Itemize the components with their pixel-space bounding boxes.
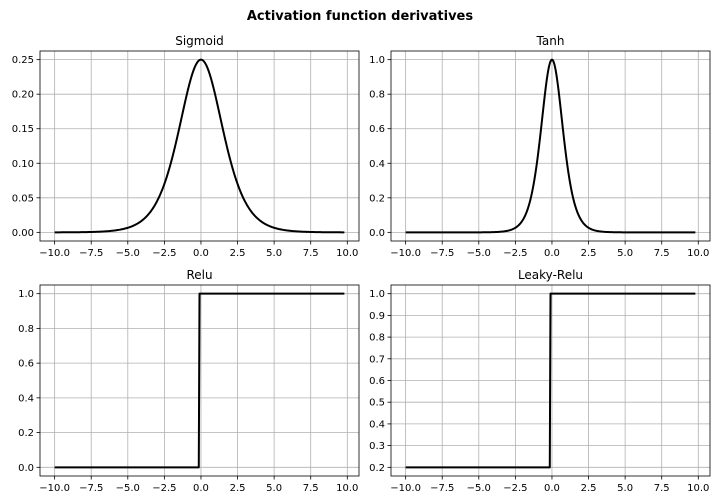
leaky-relu-x-tick-label: 10.0 — [687, 483, 709, 494]
subplot-grid: Sigmoid −10.0 −7.5 −5.0 −2.5 0.0 2.5 5.0 7.5 10.0… — [12, 34, 711, 494]
sigmoid-y-tick-label: 0.00 — [12, 228, 34, 239]
tanh-y-tick-label: 0.6 — [369, 124, 385, 135]
tanh-x-tick-label: −10.0 — [390, 248, 421, 259]
figure-title: Activation function derivatives — [247, 9, 474, 24]
relu-y-tick-label: 0.0 — [18, 463, 34, 474]
relu-x-tick-label: 7.5 — [303, 483, 319, 494]
tanh-x-tick-label: −7.5 — [430, 248, 454, 259]
leaky-relu-x-tick-label: 0.0 — [544, 483, 560, 494]
sigmoid-x-tick-label: 10.0 — [336, 248, 358, 259]
relu-x-tick-label: −7.5 — [79, 483, 103, 494]
tanh-y-tick-label: 0.0 — [369, 228, 385, 239]
relu-axes-frame — [39, 284, 360, 477]
tanh-x-tick-label: 10.0 — [687, 248, 709, 259]
leaky-relu-y-tick-label: 0.8 — [369, 333, 385, 344]
leaky-relu-y-tick-label: 0.7 — [369, 354, 385, 365]
sigmoid-subplot: Sigmoid −10.0 −7.5 −5.0 −2.5 0.0 2.5 5.0 7.5 10.0… — [12, 34, 360, 259]
leaky-relu-title: Leaky-Relu — [518, 268, 583, 282]
leaky-relu-x-tick-label: 7.5 — [654, 483, 670, 494]
tanh-x-tick-label: 5.0 — [617, 248, 633, 259]
tanh-y-tick-label: 0.8 — [369, 90, 385, 101]
tanh-y-tick-label: 0.4 — [369, 159, 385, 170]
leaky-relu-y-tick-label: 0.9 — [369, 311, 385, 322]
relu-x-tick-label: 2.5 — [230, 483, 246, 494]
relu-x-tick-label: 5.0 — [266, 483, 282, 494]
relu-x-tick-label: 10.0 — [336, 483, 358, 494]
relu-curve — [54, 292, 345, 469]
sigmoid-y-tick-label: 0.25 — [12, 55, 34, 66]
relu-title: Relu — [186, 268, 212, 282]
tanh-x-tick-label: −2.5 — [503, 248, 527, 259]
sigmoid-y-tick-label: 0.15 — [12, 124, 34, 135]
sigmoid-x-tick-label: −7.5 — [79, 248, 103, 259]
leaky-relu-y-tick-label: 1.0 — [369, 289, 385, 300]
relu-y-tick-label: 0.2 — [18, 428, 34, 439]
leaky-relu-y-tick-label: 0.3 — [369, 441, 385, 452]
leaky-relu-x-tick-label: 5.0 — [617, 483, 633, 494]
leaky-relu-x-tick-label: −2.5 — [503, 483, 527, 494]
sigmoid-x-tick-label: 2.5 — [230, 248, 246, 259]
tanh-y-tick-label: 1.0 — [369, 55, 385, 66]
leaky-relu-curve — [405, 292, 696, 469]
relu-y-tick-label: 0.8 — [18, 324, 34, 335]
sigmoid-x-tick-label: −2.5 — [152, 248, 176, 259]
tanh-title: Tanh — [536, 34, 565, 48]
leaky-relu-y-tick-label: 0.2 — [369, 463, 385, 474]
relu-y-tick-label: 0.4 — [18, 393, 34, 404]
relu-subplot: Relu −10.0 −7.5 −5.0 −2.5 0.0 2.5 5.0 7.5 10.0 0.0… — [18, 268, 360, 494]
tanh-subplot: Tanh −10.0 −7.5 −5.0 −2.5 0.0 2.5 5.0 7.5 10.0 0.0… — [369, 34, 711, 259]
relu-y-tick-label: 0.6 — [18, 359, 34, 370]
tanh-x-tick-label: 7.5 — [654, 248, 670, 259]
sigmoid-x-tick-label: −10.0 — [39, 248, 70, 259]
sigmoid-x-tick-label: 5.0 — [266, 248, 282, 259]
sigmoid-x-tick-label: −5.0 — [116, 248, 140, 259]
relu-x-tick-label: −2.5 — [152, 483, 176, 494]
sigmoid-title: Sigmoid — [175, 34, 224, 48]
leaky-relu-x-tick-label: 2.5 — [581, 483, 597, 494]
leaky-relu-y-tick-label: 0.4 — [369, 419, 385, 430]
relu-y-tick-label: 1.0 — [18, 289, 34, 300]
leaky-relu-x-tick-label: −10.0 — [390, 483, 421, 494]
relu-x-tick-label: −5.0 — [116, 483, 140, 494]
tanh-y-tick-label: 0.2 — [369, 193, 385, 204]
sigmoid-axes-frame — [39, 50, 360, 242]
tanh-axes-frame — [390, 50, 711, 242]
leaky-relu-y-tick-label: 0.5 — [369, 398, 385, 409]
tanh-x-tick-label: 0.0 — [544, 248, 560, 259]
sigmoid-y-tick-label: 0.10 — [12, 159, 34, 170]
relu-x-tick-label: −10.0 — [39, 483, 70, 494]
relu-x-tick-label: 0.0 — [193, 483, 209, 494]
leaky-relu-subplot: Leaky-Relu −10.0 −7.5 −5.0 −2.5 0.0 2.5 5.0 7.5 1… — [369, 268, 711, 494]
leaky-relu-y-tick-label: 0.6 — [369, 376, 385, 387]
tanh-curve — [405, 58, 696, 234]
tanh-x-tick-label: −5.0 — [467, 248, 491, 259]
leaky-relu-x-tick-label: −7.5 — [430, 483, 454, 494]
leaky-relu-x-tick-label: −5.0 — [467, 483, 491, 494]
sigmoid-x-tick-label: 0.0 — [193, 248, 209, 259]
tanh-x-tick-label: 2.5 — [581, 248, 597, 259]
sigmoid-y-tick-label: 0.05 — [12, 193, 34, 204]
sigmoid-y-tick-label: 0.20 — [12, 90, 34, 101]
sigmoid-curve — [54, 58, 345, 234]
sigmoid-x-tick-label: 7.5 — [303, 248, 319, 259]
